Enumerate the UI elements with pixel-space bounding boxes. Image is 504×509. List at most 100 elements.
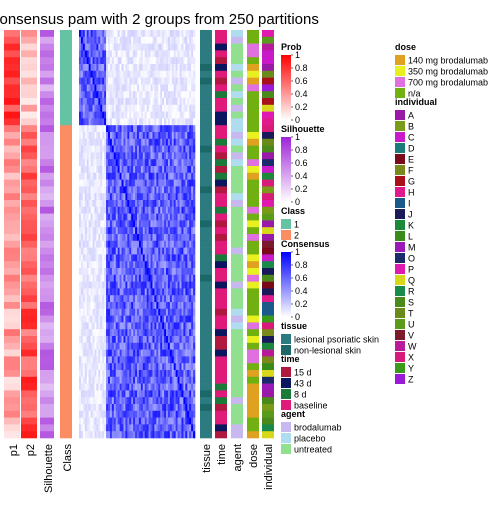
- consensus-cell: [109, 70, 113, 78]
- legend-title: tissue: [281, 321, 307, 331]
- consensus-cell: [111, 363, 115, 371]
- dose-cell: [247, 410, 259, 418]
- consensus-cell: [100, 308, 103, 316]
- consensus-cell: [129, 84, 132, 92]
- consensus-cell: [98, 315, 101, 323]
- consensus-cell: [150, 363, 153, 371]
- consensus-cell: [164, 36, 167, 44]
- consensus-cell: [185, 322, 188, 330]
- consensus-cell: [117, 363, 120, 371]
- consensus-cell: [117, 261, 120, 269]
- consensus-cell: [113, 213, 117, 221]
- consensus-cell: [79, 206, 82, 214]
- consensus-cell: [158, 84, 161, 92]
- consensus-cell: [129, 98, 132, 106]
- consensus-cell: [160, 57, 163, 65]
- consensus-cell: [191, 138, 194, 146]
- consensus-cell: [82, 376, 86, 384]
- consensus-cell: [121, 383, 124, 391]
- consensus-cell: [84, 376, 88, 384]
- consensus-cell: [156, 118, 159, 126]
- legend-swatch: [281, 334, 291, 344]
- consensus-cell: [127, 336, 130, 344]
- consensus-cell: [154, 206, 157, 214]
- time-cell: [215, 410, 227, 418]
- consensus-cell: [100, 179, 103, 187]
- consensus-cell: [88, 302, 91, 310]
- consensus-cell: [181, 397, 184, 405]
- consensus-cell: [142, 390, 146, 398]
- consensus-cell: [160, 315, 163, 323]
- consensus-cell: [125, 145, 128, 153]
- consensus-cell: [191, 268, 194, 276]
- consensus-cell: [191, 274, 194, 282]
- consensus-cell: [154, 50, 157, 58]
- consensus-cell: [160, 70, 163, 78]
- consensus-cell: [167, 274, 171, 282]
- consensus-cell: [156, 417, 159, 425]
- consensus-cell: [84, 43, 88, 51]
- consensus-cell: [117, 206, 120, 214]
- consensus-cell: [191, 104, 194, 112]
- consensus-cell: [138, 308, 142, 316]
- prob-cell: [4, 288, 20, 296]
- consensus-cell: [167, 302, 171, 310]
- consensus-cell: [166, 166, 169, 174]
- consensus-cell: [160, 308, 163, 316]
- consensus-cell: [86, 172, 89, 180]
- consensus-cell: [146, 220, 149, 228]
- consensus-cell: [90, 417, 93, 425]
- consensus-cell: [191, 356, 194, 364]
- silhouette-cell: [40, 36, 54, 44]
- consensus-cell: [86, 159, 89, 167]
- consensus-cell: [162, 179, 165, 187]
- consensus-cell: [90, 118, 93, 126]
- consensus-cell: [129, 138, 132, 146]
- consensus-cell: [175, 159, 178, 167]
- consensus-cell: [142, 268, 146, 276]
- consensus-cell: [129, 363, 132, 371]
- consensus-cell: [88, 166, 91, 174]
- consensus-cell: [98, 329, 101, 337]
- consensus-cell: [193, 410, 196, 418]
- consensus-cell: [92, 376, 95, 384]
- consensus-cell: [84, 431, 88, 439]
- consensus-cell: [113, 77, 117, 85]
- legend-gradient: [281, 137, 291, 202]
- consensus-cell: [150, 410, 153, 418]
- consensus-cell: [90, 302, 93, 310]
- consensus-cell: [193, 363, 196, 371]
- time-cell: [215, 132, 227, 140]
- consensus-cell: [148, 179, 151, 187]
- consensus-cell: [96, 111, 99, 119]
- consensus-cell: [152, 342, 155, 350]
- consensus-cell: [123, 254, 126, 262]
- class-cell: [60, 363, 72, 371]
- consensus-cell: [86, 254, 89, 262]
- consensus-cell: [187, 220, 190, 228]
- consensus-cell: [80, 342, 84, 350]
- time-cell: [215, 288, 227, 296]
- agent-cell: [231, 390, 243, 398]
- consensus-cell: [86, 302, 89, 310]
- consensus-cell: [179, 261, 182, 269]
- tissue-cell: [200, 363, 212, 371]
- consensus-cell: [121, 417, 124, 425]
- consensus-cell: [140, 104, 144, 112]
- consensus-cell: [183, 329, 186, 337]
- consensus-cell: [167, 390, 171, 398]
- column-label: p2: [25, 444, 37, 456]
- consensus-cell: [127, 213, 130, 221]
- prob-cell: [21, 138, 37, 146]
- consensus-cell: [133, 159, 136, 167]
- consensus-cell: [150, 70, 153, 78]
- dose-cell: [247, 295, 259, 303]
- consensus-cell: [171, 172, 175, 180]
- consensus-cell: [82, 274, 86, 282]
- consensus-cell: [123, 200, 126, 208]
- legend-item-label: n/a: [408, 89, 421, 99]
- consensus-cell: [156, 50, 159, 58]
- consensus-cell: [108, 70, 111, 78]
- consensus-cell: [187, 274, 190, 282]
- consensus-cell: [127, 404, 130, 412]
